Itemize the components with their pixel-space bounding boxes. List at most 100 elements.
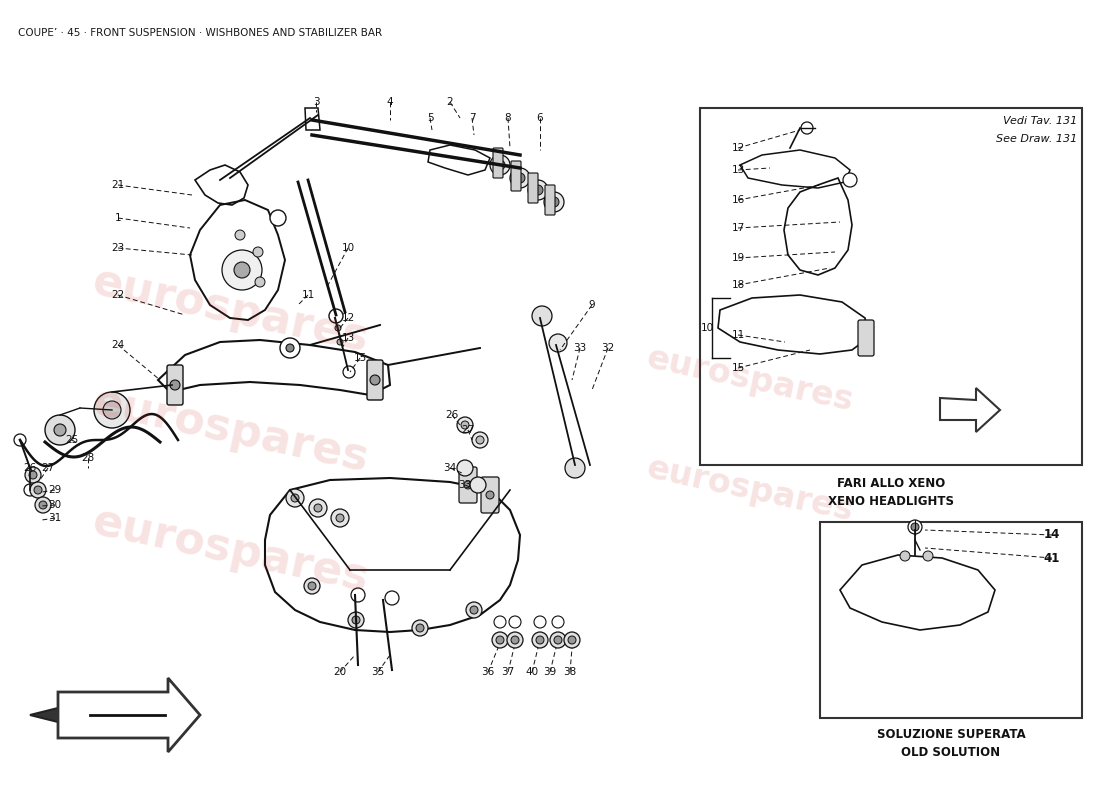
Circle shape	[496, 636, 504, 644]
Text: 30: 30	[48, 500, 62, 510]
Text: 38: 38	[563, 667, 576, 677]
Text: 35: 35	[372, 667, 385, 677]
Circle shape	[532, 306, 552, 326]
Circle shape	[565, 458, 585, 478]
Circle shape	[30, 482, 46, 498]
Circle shape	[337, 339, 343, 345]
Circle shape	[490, 155, 510, 175]
Bar	[700, 108, 1082, 465]
Circle shape	[843, 173, 857, 187]
Circle shape	[472, 432, 488, 448]
Text: 15: 15	[732, 363, 745, 373]
Circle shape	[416, 624, 424, 632]
Text: 17: 17	[732, 223, 745, 233]
Text: 11: 11	[732, 330, 745, 340]
Circle shape	[486, 491, 494, 499]
Circle shape	[515, 173, 525, 183]
Text: 36: 36	[482, 667, 495, 677]
Circle shape	[509, 616, 521, 628]
Circle shape	[528, 180, 548, 200]
Circle shape	[222, 250, 262, 290]
Circle shape	[461, 421, 469, 429]
FancyBboxPatch shape	[493, 148, 503, 178]
Circle shape	[336, 514, 344, 522]
Text: 21: 21	[111, 180, 124, 190]
Circle shape	[348, 612, 364, 628]
Circle shape	[549, 197, 559, 207]
Circle shape	[385, 591, 399, 605]
Text: 23: 23	[111, 243, 124, 253]
Text: 11: 11	[301, 290, 315, 300]
FancyBboxPatch shape	[167, 365, 183, 405]
Text: 28: 28	[81, 453, 95, 463]
Circle shape	[25, 467, 41, 483]
Text: eurospares: eurospares	[88, 380, 372, 480]
Circle shape	[552, 616, 564, 628]
Circle shape	[370, 375, 379, 385]
Text: 10: 10	[701, 323, 714, 333]
Circle shape	[470, 606, 478, 614]
Bar	[820, 522, 1082, 718]
Circle shape	[456, 417, 473, 433]
Text: FARI ALLO XENO: FARI ALLO XENO	[837, 477, 945, 490]
Text: eurospares: eurospares	[644, 452, 857, 528]
Circle shape	[456, 460, 473, 476]
Text: 1: 1	[114, 213, 121, 223]
Text: 9: 9	[588, 300, 595, 310]
Text: 5: 5	[427, 113, 433, 123]
Circle shape	[314, 504, 322, 512]
Circle shape	[550, 632, 566, 648]
Circle shape	[343, 366, 355, 378]
Circle shape	[510, 168, 530, 188]
Text: 6: 6	[537, 113, 543, 123]
Text: 3: 3	[312, 97, 319, 107]
Circle shape	[309, 499, 327, 517]
Circle shape	[54, 424, 66, 436]
Text: 22: 22	[111, 290, 124, 300]
Text: 24: 24	[111, 340, 124, 350]
Circle shape	[908, 520, 922, 534]
Circle shape	[923, 551, 933, 561]
Circle shape	[35, 497, 51, 513]
Text: 40: 40	[526, 667, 539, 677]
Circle shape	[255, 277, 265, 287]
Circle shape	[534, 185, 543, 195]
Polygon shape	[940, 388, 1000, 432]
Text: 31: 31	[48, 513, 62, 523]
Circle shape	[507, 632, 522, 648]
Text: OLD SOLUTION: OLD SOLUTION	[901, 746, 1001, 759]
Circle shape	[564, 632, 580, 648]
Text: 20: 20	[333, 667, 346, 677]
Circle shape	[94, 392, 130, 428]
Text: 8: 8	[505, 113, 512, 123]
Circle shape	[494, 616, 506, 628]
Circle shape	[234, 262, 250, 278]
Circle shape	[331, 509, 349, 527]
Circle shape	[544, 192, 564, 212]
FancyBboxPatch shape	[544, 185, 556, 215]
Text: 27: 27	[461, 425, 474, 435]
Circle shape	[308, 582, 316, 590]
Text: 13: 13	[341, 333, 354, 343]
Text: 37: 37	[502, 667, 515, 677]
Circle shape	[280, 338, 300, 358]
Text: 12: 12	[732, 143, 745, 153]
Text: 16: 16	[732, 195, 745, 205]
Text: 19: 19	[732, 253, 745, 263]
Circle shape	[39, 501, 47, 509]
FancyBboxPatch shape	[481, 477, 499, 513]
Text: COUPE’ · 45 · FRONT SUSPENSION · WISHBONES AND STABILIZER BAR: COUPE’ · 45 · FRONT SUSPENSION · WISHBON…	[18, 28, 382, 38]
Text: 26: 26	[446, 410, 459, 420]
Circle shape	[900, 551, 910, 561]
Text: 33: 33	[573, 343, 586, 353]
Text: 33: 33	[459, 480, 472, 490]
Circle shape	[568, 636, 576, 644]
Text: See Draw. 131: See Draw. 131	[996, 134, 1077, 144]
Circle shape	[470, 477, 486, 493]
Text: 26: 26	[23, 463, 36, 473]
Circle shape	[801, 122, 813, 134]
Circle shape	[235, 230, 245, 240]
Text: 39: 39	[543, 667, 557, 677]
Text: XENO HEADLIGHTS: XENO HEADLIGHTS	[828, 495, 954, 508]
FancyBboxPatch shape	[512, 161, 521, 191]
